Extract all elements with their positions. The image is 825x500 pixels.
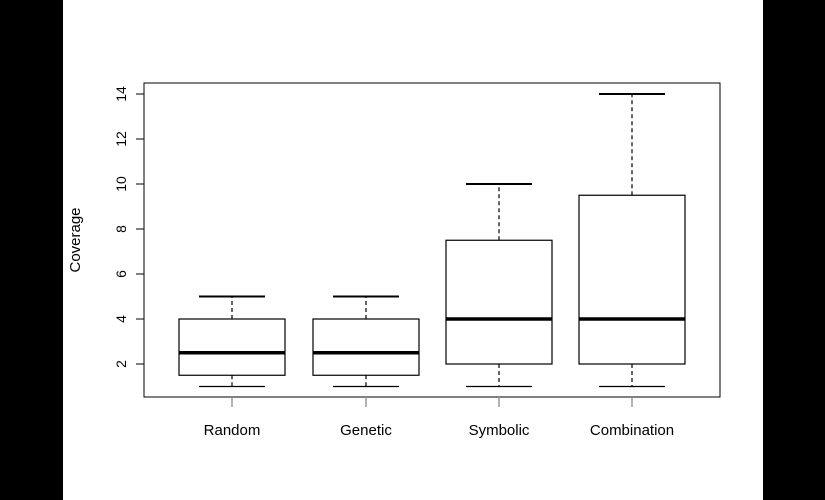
y-axis: 2 4 6 8 10 12 14 [113,86,145,368]
x-axis: Random Genetic Symbolic Combination [204,397,674,439]
y-tick-label-4: 4 [113,315,129,323]
x-tick-label-combination: Combination [590,422,674,439]
iqr-box-genetic [312,318,420,376]
iqr-box-symbolic [445,239,553,365]
y-tick-label-12: 12 [113,131,129,147]
iqr-box-combination [578,194,686,365]
y-tick-label-8: 8 [113,225,129,233]
y-tick-label-14: 14 [113,86,129,102]
iqr-box-random [178,318,286,376]
x-tick-label-genetic: Genetic [340,422,392,439]
box-random [178,295,286,388]
x-tick-label-random: Random [204,422,261,439]
y-tick-label-6: 6 [113,270,129,278]
y-tick-label-2: 2 [113,360,129,368]
box-combination [578,93,686,388]
y-tick-label-10: 10 [113,176,129,192]
boxes-layer [178,93,686,388]
y-axis-label: Coverage [67,207,84,272]
x-tick-label-symbolic: Symbolic [469,422,530,439]
box-genetic [312,295,420,388]
box-symbolic [445,183,553,388]
